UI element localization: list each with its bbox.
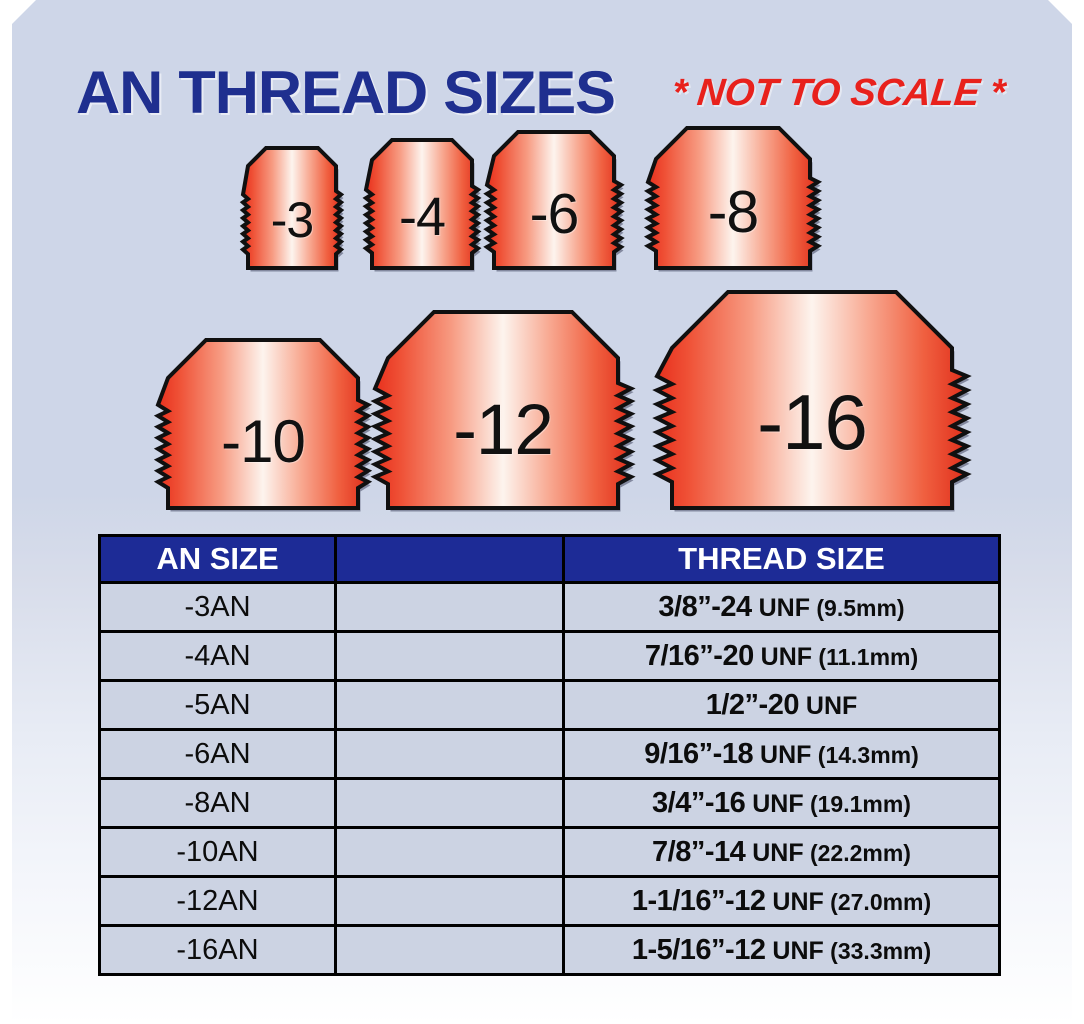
thread-metric: (19.1mm) — [803, 790, 911, 817]
not-to-scale-note: * NOT TO SCALE * — [669, 72, 1008, 114]
page-title: AN THREAD SIZES — [76, 59, 616, 126]
cell-thread-size: 7/16”-20 UNF (11.1mm) — [562, 630, 1001, 682]
table-row: -10AN 7/8”-14 UNF (22.2mm) — [98, 826, 1001, 878]
thread-standard: UNF — [798, 691, 858, 720]
thread-metric: (14.3mm) — [811, 741, 919, 768]
thread-standard: UNF — [765, 887, 824, 916]
thread-standard: UNF — [751, 593, 810, 622]
cell-thread-size: 3/8”-24 UNF (9.5mm) — [562, 581, 1001, 633]
column-header-blank — [334, 534, 565, 584]
an-fitting-minus3: -3 — [237, 142, 347, 274]
thread-fraction: 7/8”-14 — [652, 835, 746, 868]
thread-fraction: 3/4”-16 — [652, 786, 746, 819]
cell-an-size: -6AN — [98, 728, 337, 780]
cell-blank — [334, 924, 565, 976]
cell-thread-size: 1-1/16”-12 UNF (27.0mm) — [562, 875, 1001, 927]
thread-metric: (33.3mm) — [823, 937, 932, 964]
thread-standard: UNF — [745, 838, 804, 867]
cell-an-size: -4AN — [98, 630, 337, 682]
cell-thread-size: 1-5/16”-12 UNF (33.3mm) — [562, 924, 1001, 976]
table-row: -6AN 9/16”-18 UNF (14.3mm) — [98, 728, 1001, 780]
cell-blank — [334, 728, 565, 780]
thread-metric: (11.1mm) — [812, 643, 919, 670]
thread-fraction: 7/16”-20 — [644, 639, 754, 672]
thread-metric: (27.0mm) — [823, 888, 932, 915]
cell-thread-size: 9/16”-18 UNF (14.3mm) — [562, 728, 1001, 780]
an-fitting-minus16: -16 — [651, 286, 973, 514]
cell-an-size: -5AN — [98, 679, 337, 731]
cell-an-size: -12AN — [98, 875, 337, 927]
cell-an-size: -8AN — [98, 777, 337, 829]
table-row: -16AN 1-5/16”-12 UNF (33.3mm) — [98, 924, 1001, 976]
table-header-row: AN SIZE THREAD SIZE — [98, 534, 1001, 584]
cell-thread-size: 7/8”-14 UNF (22.2mm) — [562, 826, 1001, 878]
an-fitting-minus12: -12 — [369, 306, 637, 514]
thread-metric: (9.5mm) — [809, 594, 905, 621]
cell-blank — [334, 777, 565, 829]
cell-an-size: -10AN — [98, 826, 337, 878]
thread-fraction: 1-1/16”-12 — [631, 884, 766, 917]
cell-an-size: -16AN — [98, 924, 337, 976]
cell-blank — [334, 630, 565, 682]
cell-blank — [334, 679, 565, 731]
cell-an-size: -3AN — [98, 581, 337, 633]
thread-fraction: 1/2”-20 — [705, 688, 800, 721]
thread-metric: (22.2mm) — [803, 839, 911, 866]
table-row: -4AN 7/16”-20 UNF (11.1mm) — [98, 630, 1001, 682]
thread-standard: UNF — [753, 740, 812, 769]
cell-blank — [334, 581, 565, 633]
header: AN THREAD SIZES * NOT TO SCALE * — [0, 30, 1084, 126]
an-fitting-minus4: -4 — [360, 134, 484, 274]
table-row: -5AN 1/2”-20 UNF — [98, 679, 1001, 731]
thread-fraction: 1-5/16”-12 — [631, 933, 766, 966]
cell-thread-size: 3/4”-16 UNF (19.1mm) — [562, 777, 1001, 829]
thread-standard: UNF — [745, 789, 804, 818]
an-fitting-minus6: -6 — [481, 126, 627, 274]
cell-blank — [334, 826, 565, 878]
column-header-an-size: AN SIZE — [98, 534, 337, 584]
thread-standard: UNF — [765, 936, 824, 965]
an-fitting-minus10: -10 — [152, 334, 374, 514]
table-row: -8AN 3/4”-16 UNF (19.1mm) — [98, 777, 1001, 829]
table-row: -3AN 3/8”-24 UNF (9.5mm) — [98, 581, 1001, 633]
table-row: -12AN 1-1/16”-12 UNF (27.0mm) — [98, 875, 1001, 927]
column-header-thread-size: THREAD SIZE — [562, 534, 1001, 584]
an-fitting-minus8: -8 — [642, 122, 824, 274]
table-body: -3AN 3/8”-24 UNF (9.5mm) -4AN 7/16”-20 UNF … — [98, 581, 1001, 976]
thread-standard: UNF — [753, 642, 813, 671]
thread-size-table: AN SIZE THREAD SIZE -3AN 3/8”-24 UNF (9.5… — [98, 534, 1001, 976]
thread-fraction: 3/8”-24 — [658, 590, 752, 623]
thread-fraction: 9/16”-18 — [644, 737, 754, 770]
cell-blank — [334, 875, 565, 927]
cell-thread-size: 1/2”-20 UNF — [562, 679, 1001, 731]
